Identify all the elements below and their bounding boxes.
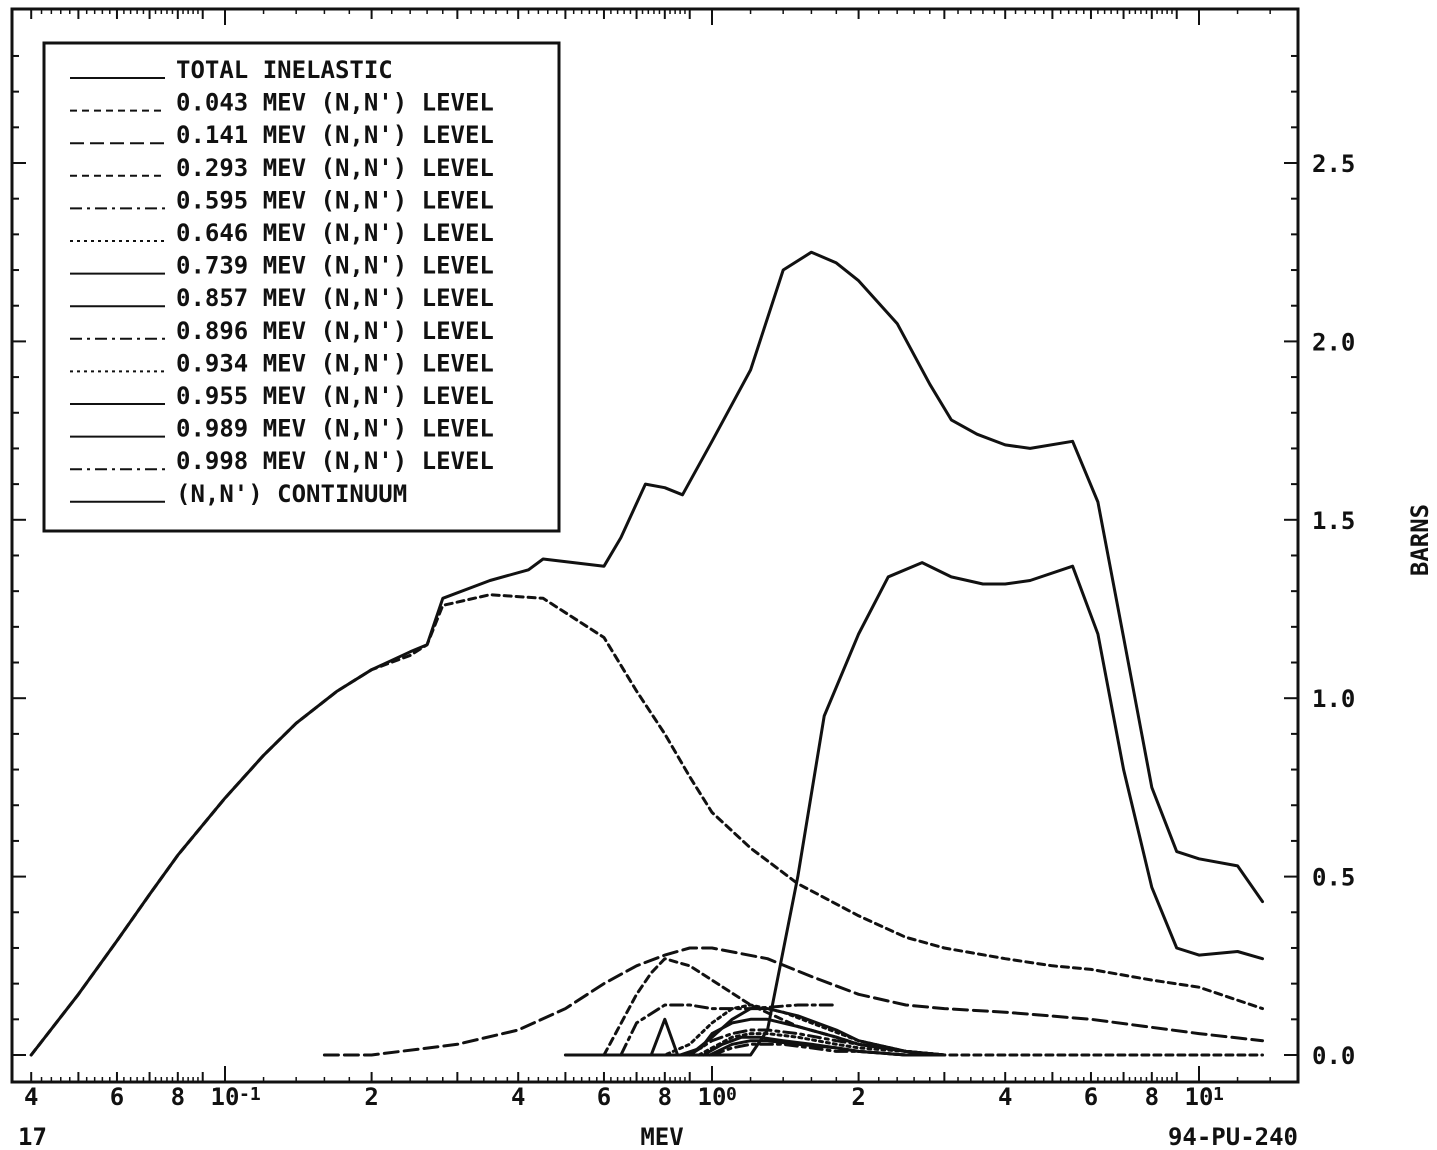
x-tick-label: 10 <box>1185 1083 1214 1111</box>
series-line-4 <box>619 1003 838 1057</box>
footer-left: 17 <box>18 1123 47 1150</box>
x-tick-label: 10 <box>211 1083 240 1111</box>
x-tick-label: 2 <box>851 1083 865 1111</box>
series-line-1 <box>29 593 1264 1057</box>
y-ticks: 0.0 0.5 1.0 1.5 2.0 2.5 <box>12 54 1355 1070</box>
x-tick-exponent: 1 <box>1213 1084 1224 1105</box>
legend-box <box>42 41 561 533</box>
x-tick-label: 4 <box>24 1083 38 1111</box>
legend-label: TOTAL INELASTIC <box>176 56 393 84</box>
legend-label: (N,N') CONTINUUM <box>176 480 407 508</box>
y-tick-label: 2.5 <box>1312 150 1355 178</box>
x-tick-label: 8 <box>1145 1083 1159 1111</box>
series-line-13 <box>563 561 1264 1057</box>
legend-label: 0.896 MEV (N,N') LEVEL <box>176 317 494 345</box>
legend-label: 0.141 MEV (N,N') LEVEL <box>176 121 494 149</box>
plot-frame <box>10 7 1300 1084</box>
legend-label: 0.043 MEV (N,N') LEVEL <box>176 89 494 117</box>
legend-label: 0.857 MEV (N,N') LEVEL <box>176 284 494 312</box>
x-tick-label: 6 <box>1084 1083 1098 1111</box>
y-tick-label: 0.5 <box>1312 864 1355 892</box>
x-tick-label: 10 <box>698 1083 727 1111</box>
legend-label: 0.998 MEV (N,N') LEVEL <box>176 447 494 475</box>
x-tick-exponent: -1 <box>239 1084 261 1105</box>
y-tick-label: 0.0 <box>1312 1042 1355 1070</box>
legend-label: 0.934 MEV (N,N') LEVEL <box>176 349 494 377</box>
y-axis-label: BARNS <box>1406 504 1434 576</box>
legend-label: 0.595 MEV (N,N') LEVEL <box>176 186 494 214</box>
legend-label: 0.739 MEV (N,N') LEVEL <box>176 252 494 280</box>
x-axis-label: MEV <box>640 1123 683 1150</box>
series-line-3 <box>602 957 1264 1057</box>
series-line-6 <box>649 1007 946 1057</box>
series-line-8 <box>688 1028 946 1057</box>
x-tick-label: 6 <box>597 1083 611 1111</box>
x-tick-label: 6 <box>110 1083 124 1111</box>
footer-right: 94-PU-240 <box>1168 1123 1298 1150</box>
series-layer <box>29 250 1264 1057</box>
x-tick-label: 4 <box>998 1083 1012 1111</box>
legend-label: 0.955 MEV (N,N') LEVEL <box>176 382 494 410</box>
x-tick-label: 8 <box>171 1083 185 1111</box>
legend-label: 0.989 MEV (N,N') LEVEL <box>176 415 494 443</box>
y-tick-label: 1.0 <box>1312 685 1355 713</box>
series-line-9 <box>697 1032 946 1057</box>
legend-label: 0.646 MEV (N,N') LEVEL <box>176 219 494 247</box>
series-line-2 <box>322 946 1264 1057</box>
y-tick-label: 1.5 <box>1312 507 1355 535</box>
legend-label: 0.293 MEV (N,N') LEVEL <box>176 154 494 182</box>
x-tick-label: 2 <box>364 1083 378 1111</box>
legend: TOTAL INELASTIC 0.043 MEV (N,N') LEVEL 0.1… <box>42 41 561 533</box>
y-tick-label: 2.0 <box>1312 328 1355 356</box>
x-ticks: 4 6 8 10 -1 2 4 6 8 10 0 2 4 6 8 10 1 <box>24 9 1271 1111</box>
x-tick-label: 8 <box>658 1083 672 1111</box>
x-tick-exponent: 0 <box>726 1084 737 1105</box>
series-line-12 <box>710 1042 946 1057</box>
series-line-5 <box>602 1003 946 1057</box>
x-tick-label: 4 <box>511 1083 525 1111</box>
